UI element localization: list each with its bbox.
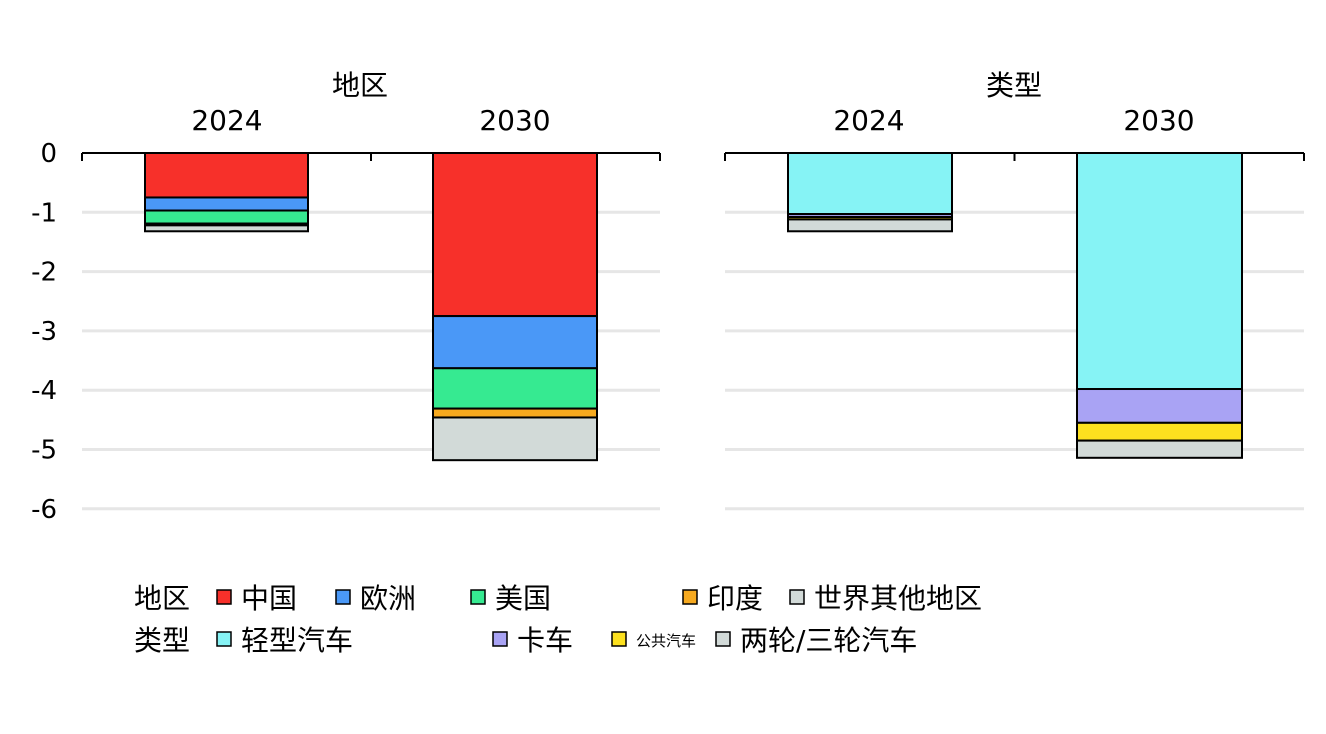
- bar-segment: [1076, 152, 1243, 391]
- x-category-label: 2024: [833, 104, 904, 137]
- legend-swatch: [335, 589, 351, 605]
- x-category-label: 2030: [1123, 104, 1194, 137]
- legend-label: 中国: [241, 582, 297, 615]
- legend-group-label: 类型: [134, 624, 190, 657]
- y-tick-label: 0: [40, 139, 57, 169]
- y-tick-label: -2: [31, 258, 57, 288]
- legend-swatch: [611, 631, 627, 647]
- legend-swatch: [470, 589, 486, 605]
- legend-label: 轻型汽车: [241, 624, 353, 657]
- panel-title: 类型: [986, 69, 1042, 102]
- bar-segment: [432, 416, 598, 462]
- x-category-label: 2024: [191, 104, 262, 137]
- legend-label: 美国: [495, 582, 551, 615]
- y-tick-label: -5: [31, 436, 57, 466]
- legend-swatch: [682, 589, 698, 605]
- legend-group-label: 地区: [134, 582, 190, 615]
- legend-label: 卡车: [517, 624, 573, 657]
- axes: [81, 152, 1305, 161]
- bar-segment: [144, 152, 309, 199]
- legend-swatch: [216, 589, 232, 605]
- legend-label: 公共汽车: [636, 632, 696, 650]
- bar-segment: [432, 407, 598, 419]
- y-tick-label: -1: [31, 198, 57, 228]
- bar-segment: [787, 152, 953, 216]
- y-tick-label: -6: [31, 495, 57, 525]
- bar-segment: [1076, 421, 1243, 442]
- legend-label: 欧洲: [360, 582, 416, 615]
- bar-segment: [432, 315, 598, 370]
- y-tick-label: -3: [31, 317, 57, 347]
- legend-swatch: [715, 631, 731, 647]
- bar-segment: [1076, 439, 1243, 459]
- bar-segment: [787, 218, 953, 233]
- bars: [144, 152, 1243, 462]
- panel-title: 地区: [332, 69, 388, 102]
- x-category-label: 2030: [479, 104, 550, 137]
- bar-segment: [1076, 388, 1243, 424]
- legend-label: 世界其他地区: [814, 582, 982, 615]
- bar-segment: [144, 224, 309, 233]
- legend-label: 印度: [707, 582, 763, 615]
- bar-segment: [432, 152, 598, 318]
- bar-segment: [144, 196, 309, 212]
- legend-swatch: [492, 631, 508, 647]
- bar-segment: [432, 367, 598, 410]
- chart-titles: 2024 2030 地区 2024 2030 类型: [191, 69, 1194, 137]
- legend-label: 两轮/三轮汽车: [740, 624, 917, 657]
- legend-swatch: [789, 589, 805, 605]
- y-axis: 0 -1 -2 -3 -4 -5 -6: [31, 139, 57, 525]
- legend-swatch: [216, 631, 232, 647]
- y-tick-label: -4: [31, 376, 57, 406]
- bar-segment: [144, 209, 309, 225]
